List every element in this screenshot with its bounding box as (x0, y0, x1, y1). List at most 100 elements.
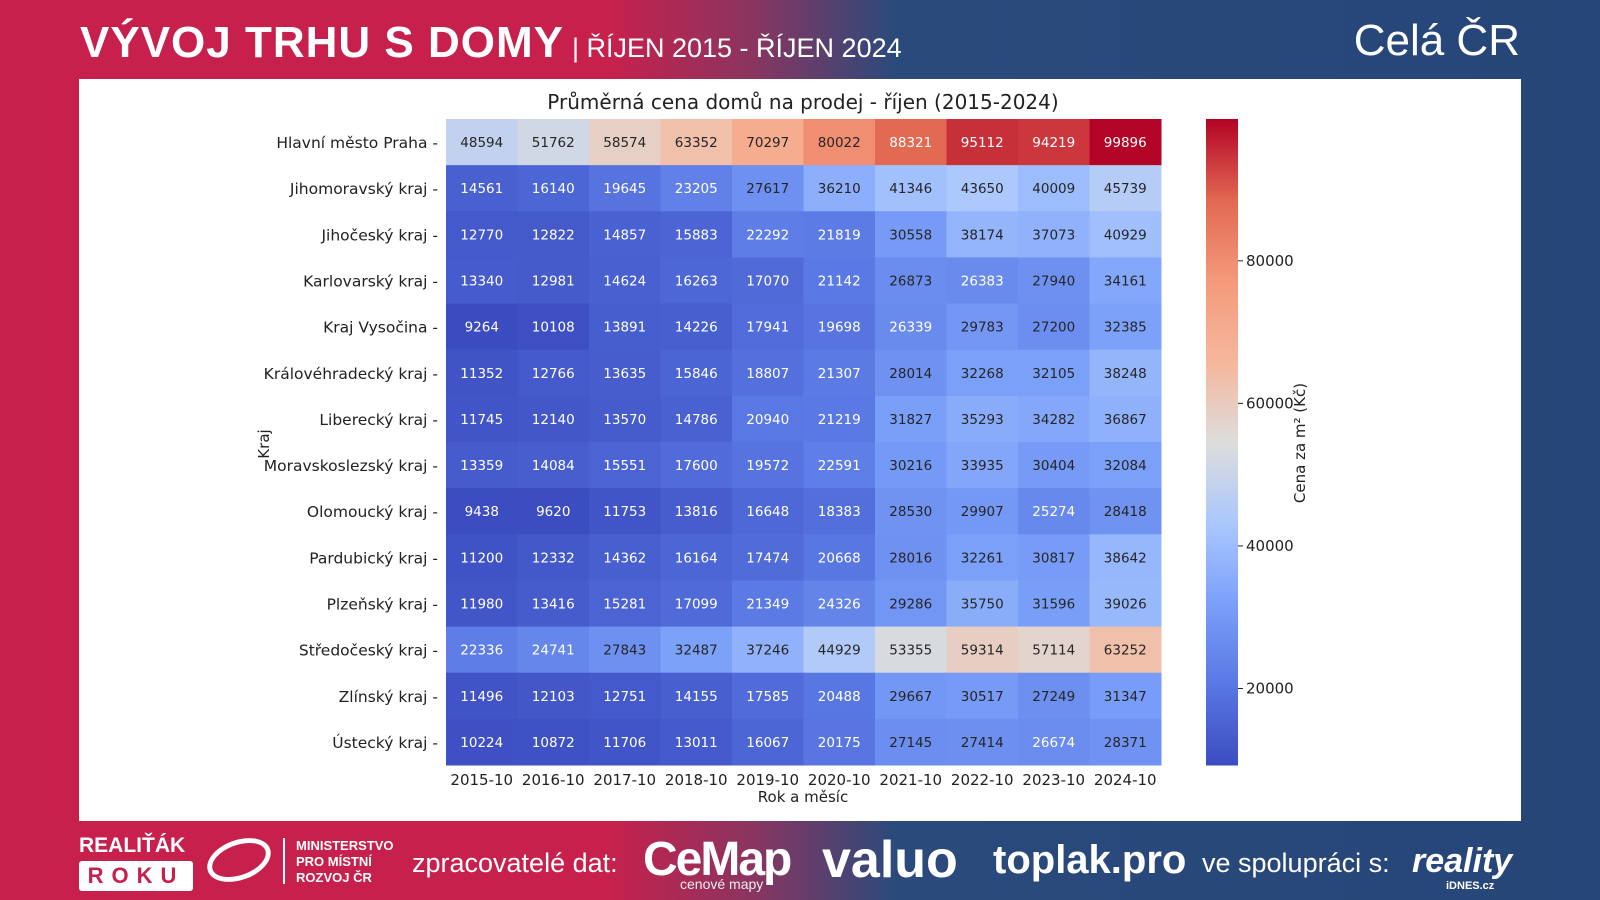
colorbar-segment (1206, 659, 1238, 662)
cell-label: 12332 (532, 550, 575, 566)
colorbar-segment (1206, 433, 1238, 436)
colorbar-segment (1206, 601, 1238, 604)
colorbar-segment (1206, 193, 1238, 196)
heatmap-cell (1089, 303, 1162, 351)
x-axis-label: Rok a měsíc (758, 788, 848, 806)
colorbar-segment (1206, 603, 1238, 606)
colorbar-segment (1206, 439, 1238, 442)
colorbar-segment (1206, 483, 1238, 486)
colorbar-segment (1206, 301, 1238, 304)
heatmap-cell (803, 395, 876, 443)
heatmap-cell (946, 303, 1019, 351)
cell-label: 11496 (460, 689, 503, 705)
cell-label: 18383 (818, 504, 861, 520)
colorbar-segment (1206, 727, 1238, 730)
colorbar-segment (1206, 305, 1238, 308)
colorbar-segment (1206, 713, 1238, 716)
heatmap-cell (660, 442, 733, 489)
cell-label: 28014 (889, 366, 932, 382)
heatmap-cell (589, 211, 661, 258)
colorbar-segment (1206, 293, 1238, 296)
colorbar-segment (1206, 759, 1238, 762)
heatmap-cell (517, 488, 590, 535)
colorbar-segment (1206, 641, 1238, 644)
colorbar-segment (1206, 525, 1238, 528)
colorbar-segment (1206, 679, 1238, 682)
colorbar-segment (1206, 321, 1238, 324)
colorbar-segment (1206, 675, 1238, 678)
y-tick-label: Zlínský kraj - (339, 688, 438, 706)
page-title: VÝVOJ TRHU S DOMY | ŘÍJEN 2015 - ŘÍJEN 2… (80, 18, 902, 68)
colorbar-segment (1206, 581, 1238, 584)
colorbar-segment (1206, 351, 1238, 354)
cell-label: 45739 (1104, 181, 1147, 197)
colorbar-segment (1206, 225, 1238, 228)
heatmap-cell (589, 488, 661, 535)
cell-label: 33935 (961, 458, 1004, 474)
colorbar-segment (1206, 175, 1238, 178)
colorbar-segment (1206, 511, 1238, 514)
cell-label: 12103 (532, 689, 575, 705)
heatmap-cell (803, 257, 876, 305)
colorbar-segment (1206, 579, 1238, 582)
colorbar-segment (1206, 625, 1238, 628)
colorbar-segment (1206, 181, 1238, 184)
heatmap-cell (589, 580, 661, 628)
colorbar-segment (1206, 691, 1238, 694)
colorbar-segment (1206, 635, 1238, 638)
colorbar-segment (1206, 763, 1238, 766)
colorbar-segment (1206, 327, 1238, 330)
colorbar-segment (1206, 149, 1238, 152)
colorbar-segment (1206, 365, 1238, 368)
heatmap-cell (517, 580, 590, 628)
colorbar-segment (1206, 473, 1238, 476)
colorbar-segment (1206, 259, 1238, 262)
heatmap-cell (589, 534, 661, 581)
cell-label: 44929 (818, 643, 861, 659)
colorbar-segment (1206, 161, 1238, 164)
colorbar-segment (1206, 123, 1238, 126)
colorbar-segment (1206, 633, 1238, 636)
colorbar-segment (1206, 563, 1238, 566)
colorbar-segment (1206, 751, 1238, 754)
heatmap-cell (446, 672, 518, 720)
colorbar-segment (1206, 711, 1238, 714)
colorbar-segment (1206, 639, 1238, 642)
colorbar-segment (1206, 391, 1238, 394)
heatmap-cell (446, 534, 518, 581)
footer: REALIŤÁK ROKU MINISTERSTVO PRO MÍSTNÍ RO… (0, 826, 1600, 900)
colorbar-segment (1206, 695, 1238, 698)
region-label: Celá ČR (1353, 16, 1520, 65)
colorbar-segment (1206, 419, 1238, 422)
cell-label: 36867 (1104, 412, 1147, 428)
colorbar-segment (1206, 575, 1238, 578)
colorbar-segment (1206, 521, 1238, 524)
heatmap-cell (875, 672, 947, 720)
colorbar-segment (1206, 527, 1238, 530)
colorbar-segment (1206, 147, 1238, 150)
cell-label: 28371 (1104, 735, 1147, 751)
colorbar-segment (1206, 339, 1238, 342)
x-tick-label: 2015-10 (450, 771, 513, 789)
colorbar-segment (1206, 551, 1238, 554)
colorbar-segment (1206, 383, 1238, 386)
colorbar-segment (1206, 337, 1238, 340)
heatmap-cell (803, 165, 876, 212)
y-tick-label: Královéhradecký kraj - (264, 365, 438, 383)
heatmap-cell (803, 580, 876, 628)
colorbar-segment (1206, 491, 1238, 494)
heatmap-cell (517, 257, 590, 305)
award-title: REALIŤÁK (79, 834, 186, 857)
colorbar-segment (1206, 325, 1238, 328)
colorbar-segment (1206, 249, 1238, 252)
cell-label: 40929 (1104, 227, 1147, 243)
colorbar-segment (1206, 703, 1238, 706)
colorbar-segment (1206, 251, 1238, 254)
colorbar-segment (1206, 533, 1238, 536)
colorbar-segment (1206, 745, 1238, 748)
heatmap-cell (1018, 534, 1090, 581)
cell-label: 11352 (460, 366, 503, 382)
colorbar-segment (1206, 609, 1238, 612)
heatmap-cell (660, 534, 733, 581)
cell-label: 19698 (818, 320, 861, 336)
